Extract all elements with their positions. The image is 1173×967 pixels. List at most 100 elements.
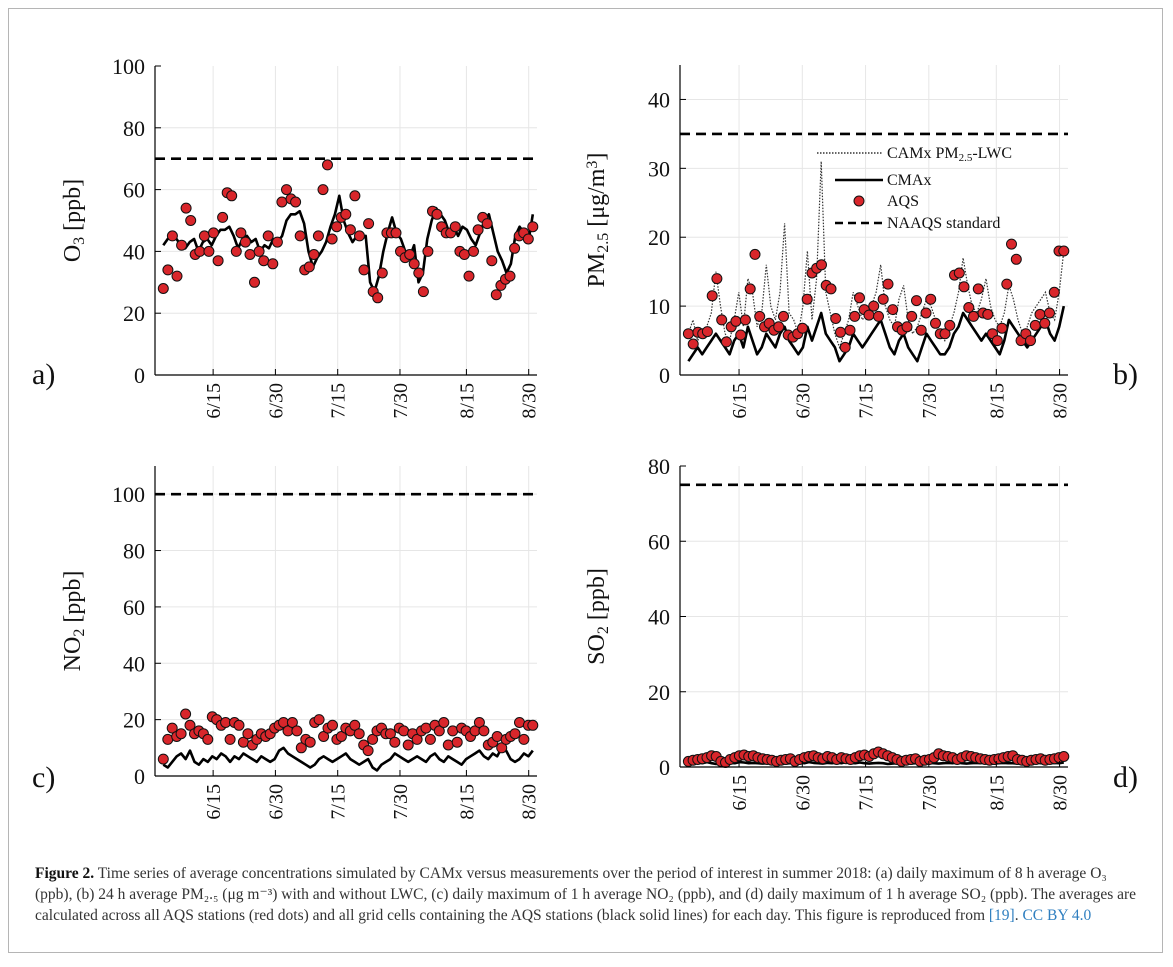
aqs-point: [271, 236, 283, 248]
aqs-point: [744, 283, 756, 295]
aqs-point: [778, 310, 789, 322]
aqs-point: [451, 736, 463, 748]
y-tick-label: 20: [648, 225, 670, 250]
caption-reference-link[interactable]: [19]: [988, 907, 1015, 924]
y-tick-label: 80: [123, 116, 145, 141]
y-axis-label: O3 [ppb]: [60, 179, 88, 262]
aqs-point: [996, 322, 1008, 334]
aqs-point: [185, 215, 197, 226]
y-tick-label: 60: [123, 595, 145, 620]
aqs-point: [490, 289, 502, 301]
aqs-point: [1034, 308, 1046, 320]
series-camx-line: [688, 760, 1064, 766]
y-tick-label: 10: [648, 294, 670, 319]
aqs-point: [326, 233, 338, 245]
aqs-point: [939, 328, 951, 340]
aqs-point: [481, 218, 493, 230]
legend-entry: NAAQS standard: [887, 215, 1000, 232]
y-tick-label: 40: [123, 239, 145, 264]
x-tick-label: 8/15: [986, 775, 1008, 811]
x-tick-label: 7/30: [390, 784, 412, 820]
caption-text: Time series of average concentrations si…: [35, 865, 1137, 924]
y-tick-label: 20: [648, 680, 670, 705]
legend-entry: AQS: [887, 193, 919, 210]
y-tick-label: 40: [648, 605, 670, 630]
aqs-point: [486, 255, 498, 267]
aqs-point: [1029, 319, 1041, 331]
aqs-point: [166, 230, 178, 242]
aqs-point: [424, 733, 436, 745]
aqs-point: [417, 286, 429, 298]
chart-legend: CAMx PM2.5-LWC CMAx AQS NAAQS standard: [817, 145, 1012, 232]
aqs-point: [313, 714, 325, 726]
y-tick-label: 100: [112, 482, 145, 507]
aqs-point: [184, 719, 196, 731]
aqs-point: [527, 221, 539, 233]
aqs-point: [413, 267, 425, 279]
aqs-point: [175, 728, 187, 740]
x-tick-label: 8/15: [456, 784, 478, 820]
aqs-point: [882, 278, 894, 290]
aqs-point: [244, 249, 256, 260]
panel-label: c): [32, 761, 55, 794]
x-tick-label: 6/15: [203, 383, 225, 419]
aqs-point: [496, 742, 508, 754]
aqs-point: [711, 273, 723, 285]
aqs-point: [157, 753, 169, 765]
aqs-point: [262, 230, 274, 242]
x-tick-label: 6/30: [792, 775, 814, 811]
x-tick-label: 7/15: [856, 383, 878, 419]
y-tick-label: 0: [134, 363, 145, 388]
aqs-point: [203, 245, 215, 257]
aqs-point: [202, 733, 214, 745]
aqs-point: [180, 708, 192, 720]
aqs-point: [839, 341, 851, 353]
aqs-point: [411, 733, 423, 745]
aqs-point: [303, 261, 315, 273]
aqs-point: [198, 230, 210, 242]
aqs-point: [739, 314, 751, 326]
aqs-point: [958, 281, 970, 293]
aqs-point: [963, 302, 975, 313]
aqs-point: [166, 722, 178, 734]
y-tick-label: 80: [648, 454, 670, 479]
y-axis-label: PM2.5 [μg/m3]: [584, 153, 612, 288]
aqs-point: [372, 292, 384, 304]
x-tick-label: 7/30: [390, 383, 412, 419]
aqs-point: [176, 239, 188, 251]
panel-label: b): [1113, 358, 1138, 391]
aqs-point: [1044, 307, 1055, 319]
aqs-point: [473, 717, 485, 728]
caption-license-link[interactable]: CC BY 4.0: [1022, 907, 1092, 924]
aqs-point: [312, 230, 324, 242]
aqs-point: [267, 258, 279, 270]
aqs-point: [982, 308, 994, 320]
aqs-point: [230, 245, 242, 257]
y-tick-label: 30: [648, 156, 670, 181]
aqs-point: [449, 221, 461, 233]
legend-entry: CMAx: [887, 172, 931, 189]
aqs-point: [340, 208, 352, 220]
aqs-point: [706, 290, 718, 302]
panel-label: a): [32, 358, 55, 391]
y-axis-label: SO2 [ppb]: [584, 568, 612, 665]
aqs-point: [901, 321, 913, 333]
x-tick-label: 7/30: [919, 383, 941, 419]
aqs-point: [376, 267, 388, 279]
y-tick-label: 100: [112, 54, 145, 79]
aqs-point: [327, 719, 338, 731]
aqs-point: [1048, 286, 1060, 298]
aqs-point: [518, 733, 530, 745]
aqs-point: [863, 309, 875, 321]
aqs-point: [354, 230, 365, 242]
aqs-point: [773, 321, 785, 333]
aqs-point: [233, 719, 245, 731]
aqs-point: [1006, 238, 1017, 250]
x-tick-label: 6/15: [729, 775, 751, 811]
aqs-point: [877, 293, 889, 305]
x-tick-label: 7/15: [328, 784, 350, 820]
legend-entry: CAMx PM2.5-LWC: [887, 145, 1012, 164]
x-tick-label: 6/30: [792, 383, 814, 419]
y-tick-label: 0: [134, 764, 145, 789]
aqs-point: [478, 725, 490, 737]
